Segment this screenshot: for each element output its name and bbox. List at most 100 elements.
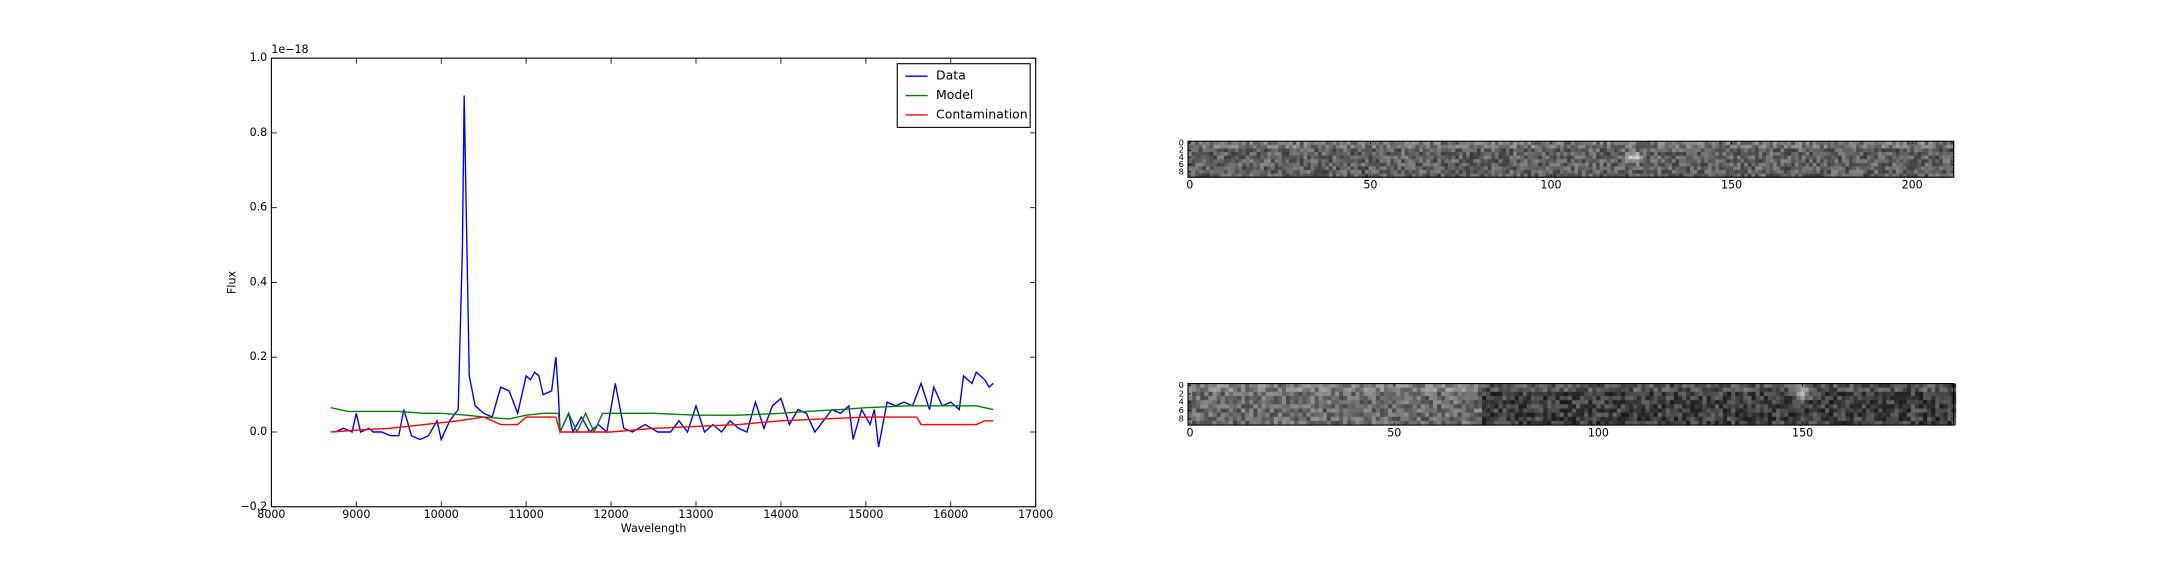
image-pixel bbox=[1400, 391, 1405, 397]
image-pixel bbox=[1384, 404, 1389, 409]
image-pixel bbox=[1857, 416, 1863, 422]
image-pixel bbox=[1917, 141, 1922, 146]
image-pixel bbox=[1857, 387, 1863, 393]
image-pixel bbox=[1400, 420, 1405, 426]
image-pixel bbox=[1426, 166, 1431, 171]
image-pixel bbox=[1424, 408, 1430, 414]
image-pixel bbox=[1596, 412, 1601, 418]
image-pixel bbox=[1829, 383, 1834, 389]
image-pixel bbox=[1798, 152, 1803, 157]
image-pixel bbox=[1249, 391, 1254, 397]
image-pixel bbox=[1892, 144, 1897, 149]
image-pixel bbox=[1253, 159, 1258, 164]
image-pixel bbox=[1307, 162, 1312, 167]
image-pixel bbox=[1455, 173, 1460, 178]
image-pixel bbox=[1633, 408, 1638, 414]
image-pixel bbox=[1451, 155, 1456, 160]
image-pixel bbox=[1867, 159, 1872, 164]
image-pixel bbox=[1620, 400, 1626, 405]
image-pixel bbox=[1411, 141, 1416, 146]
image-pixel bbox=[1567, 166, 1572, 171]
image-pixel bbox=[1261, 416, 1267, 422]
image-pixel bbox=[1257, 408, 1262, 414]
image-pixel bbox=[1289, 159, 1294, 164]
image-pixel bbox=[1641, 412, 1646, 418]
image-pixel bbox=[1792, 383, 1797, 389]
image-pixel bbox=[1261, 400, 1267, 405]
image-pixel bbox=[1606, 141, 1611, 146]
image-pixel bbox=[1639, 148, 1644, 153]
image-pixel bbox=[1722, 152, 1727, 157]
image-pixel bbox=[1310, 141, 1315, 146]
image-pixel bbox=[1700, 141, 1705, 146]
image-pixel bbox=[1913, 144, 1918, 149]
image-pixel bbox=[1722, 148, 1727, 153]
image-pixel bbox=[1616, 383, 1622, 389]
image-pixel bbox=[1794, 162, 1799, 167]
image-pixel bbox=[1198, 170, 1203, 175]
image-pixel bbox=[1653, 387, 1659, 393]
image-pixel bbox=[1653, 391, 1659, 397]
image-pixel bbox=[1188, 144, 1193, 149]
image-pixel bbox=[1614, 141, 1619, 146]
image-pixel bbox=[1935, 387, 1940, 393]
image-pixel bbox=[1837, 420, 1842, 426]
image-pixel bbox=[1571, 391, 1577, 397]
image-pixel bbox=[1694, 400, 1699, 405]
image-pixel bbox=[1763, 420, 1769, 426]
image-pixel bbox=[1208, 391, 1213, 397]
image-pixel bbox=[1534, 148, 1539, 153]
image-pixel bbox=[1939, 159, 1944, 164]
image-pixel bbox=[1375, 152, 1380, 157]
image-pixel bbox=[1787, 152, 1792, 157]
image-pixel bbox=[1408, 387, 1414, 393]
image-pixel bbox=[1657, 404, 1663, 409]
image-pixel bbox=[1347, 396, 1352, 401]
image-pixel bbox=[1816, 173, 1821, 178]
image-pixel bbox=[1411, 155, 1416, 160]
image-pixel bbox=[1397, 166, 1402, 171]
image-pixel bbox=[1913, 141, 1918, 146]
image-pixel bbox=[1220, 173, 1225, 178]
image-pixel bbox=[1347, 383, 1352, 389]
image-pixel bbox=[1220, 412, 1226, 418]
image-pixel bbox=[1829, 387, 1834, 393]
image-pixel bbox=[1559, 400, 1565, 405]
image-pixel bbox=[1408, 162, 1413, 167]
image-pixel bbox=[1249, 148, 1254, 153]
image-pixel bbox=[1604, 416, 1610, 422]
image-pixel bbox=[1220, 383, 1226, 389]
image-pixel bbox=[1269, 416, 1275, 422]
image-pixel bbox=[1755, 383, 1761, 389]
image-pixel bbox=[1796, 396, 1801, 401]
image-pixel bbox=[1273, 408, 1279, 414]
image-pixel bbox=[1935, 144, 1940, 149]
x-tick-label: 12000 bbox=[593, 508, 628, 521]
image-pixel bbox=[1202, 170, 1207, 175]
image-pixel bbox=[1433, 141, 1438, 146]
image-pixel bbox=[1523, 155, 1528, 160]
image-pixel bbox=[1603, 141, 1608, 146]
image-pixel bbox=[1303, 170, 1308, 175]
image-pixel bbox=[1269, 404, 1275, 409]
image-pixel bbox=[1567, 387, 1573, 393]
image-pixel bbox=[1476, 159, 1481, 164]
image-pixel bbox=[1829, 420, 1834, 426]
image-pixel bbox=[1599, 162, 1604, 167]
image-pixel bbox=[1661, 420, 1667, 426]
image-pixel bbox=[1812, 404, 1818, 409]
image-pixel bbox=[1649, 420, 1654, 426]
image-pixel bbox=[1596, 155, 1601, 160]
image-pixel bbox=[1946, 166, 1951, 171]
image-pixel bbox=[1361, 159, 1366, 164]
image-pixel bbox=[1946, 162, 1951, 167]
image-pixel bbox=[1682, 387, 1687, 393]
image-pixel bbox=[1580, 412, 1585, 418]
image-pixel bbox=[1429, 173, 1435, 178]
image-pixel bbox=[1506, 412, 1512, 418]
image-pixel bbox=[1784, 416, 1789, 422]
image-pixel bbox=[1740, 144, 1745, 149]
image-pixel bbox=[1693, 170, 1698, 175]
image-pixel bbox=[1769, 166, 1774, 171]
image-pixel bbox=[1643, 170, 1648, 175]
